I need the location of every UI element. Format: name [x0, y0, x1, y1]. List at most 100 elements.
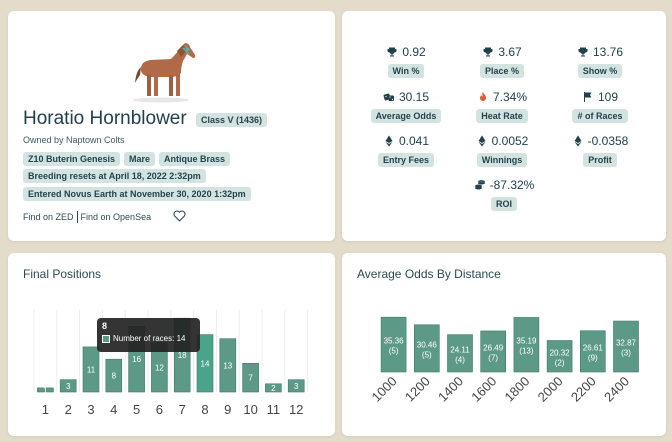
- odds-count-label: (2): [555, 358, 565, 367]
- odds-value-label: 35.36: [384, 337, 405, 346]
- odds-count-label: (13): [519, 347, 534, 356]
- stat-value: 0.0052: [491, 134, 529, 148]
- stat-entry-fees: 0.041 Entry Fees: [358, 133, 454, 168]
- odds-bar: [480, 330, 507, 373]
- position-bar: [242, 362, 259, 393]
- average-odds-title: Average Odds By Distance: [357, 267, 501, 281]
- marketplace-links: Find on ZED Find on OpenSea: [23, 211, 151, 223]
- stat-label: Entry Fees: [377, 153, 435, 167]
- horse-name: Horatio Hornblower: [23, 108, 187, 129]
- stat-label: Profit: [583, 153, 617, 167]
- stat-value: -87.32%: [489, 178, 535, 192]
- tooltip-title: 8: [102, 321, 108, 331]
- position-bar: [82, 346, 100, 393]
- bar-value-label: 11: [87, 365, 96, 374]
- distance-tick-label: 1200: [402, 374, 433, 405]
- bar-value-label: 18: [178, 351, 187, 360]
- owner-text: Owned by Naptown Colts: [23, 135, 125, 145]
- position-tick-label: 5: [133, 402, 140, 417]
- stat-label: Winnings: [476, 153, 528, 167]
- odds-bar: [579, 330, 606, 373]
- stat-value: -0.0358: [587, 134, 629, 148]
- position-tick-label: 10: [243, 402, 257, 417]
- ethereum-icon: [385, 135, 393, 147]
- odds-bar: [513, 317, 540, 373]
- stat-show: 13.76 Show %: [552, 44, 648, 79]
- stat-label: # of Races: [572, 109, 628, 123]
- flame-icon: [479, 92, 486, 101]
- gender-tag: Mare: [124, 152, 156, 166]
- position-tick-label: 2: [65, 402, 72, 417]
- stat-value: 13.76: [592, 45, 624, 59]
- stat-label: Heat Rate: [476, 109, 528, 123]
- distance-tick-label: 1000: [369, 374, 400, 405]
- position-bar: [196, 334, 214, 393]
- position-tick-label: 7: [179, 402, 186, 417]
- odds-value-label: 20.32: [550, 348, 571, 357]
- stat-label: Place %: [479, 64, 525, 78]
- odds-count-label: (7): [488, 353, 498, 362]
- bar-value-label: 3: [294, 382, 299, 391]
- stat-value: 0.92: [402, 45, 426, 59]
- class-badge: Class V (1436): [196, 113, 268, 127]
- stat-roi: -87.32% ROI: [456, 177, 552, 212]
- stat-label: Win %: [387, 64, 425, 78]
- odds-count-label: (4): [455, 355, 465, 364]
- trophy-icon: [387, 47, 397, 57]
- find-on-opensea-link[interactable]: Find on OpenSea: [80, 212, 152, 222]
- position-tick-label: 3: [87, 402, 94, 417]
- odds-count-label: (9): [588, 353, 598, 362]
- position-tick-label: 1: [42, 402, 49, 417]
- bar-value-label: 13: [223, 361, 232, 370]
- ethereum-icon: [478, 135, 486, 147]
- tooltip-label: Number of races: 14: [113, 334, 186, 343]
- trophy-icon: [578, 47, 588, 57]
- position-bar: [219, 338, 237, 393]
- odds-value-label: 30.46: [417, 340, 438, 349]
- distance-tick-label: 1400: [435, 374, 466, 405]
- final-positions-title: Final Positions: [23, 267, 102, 281]
- bloodline-tag: Z10 Buterin Genesis: [23, 152, 121, 166]
- stat-win: 0.92 Win %: [358, 44, 454, 79]
- heart-icon[interactable]: [173, 210, 186, 222]
- odds-count-label: (5): [422, 350, 432, 359]
- tooltip-swatch: [102, 334, 110, 343]
- find-on-zed-link[interactable]: Find on ZED: [23, 212, 74, 222]
- position-tick-label: 8: [201, 402, 208, 417]
- stat-place: 3.67 Place %: [454, 44, 550, 79]
- distance-tick-label: 2400: [601, 374, 632, 405]
- distance-tick-label: 1600: [468, 374, 499, 405]
- odds-count-label: (3): [621, 349, 631, 358]
- position-bar: [287, 379, 305, 393]
- ethereum-icon: [574, 135, 582, 147]
- stat-label: Average Odds: [370, 109, 442, 123]
- odds-bar: [546, 340, 573, 373]
- link-divider: [76, 211, 78, 223]
- position-tick-label: 6: [156, 402, 163, 417]
- distance-tick-label: 1800: [501, 374, 532, 405]
- entered-tag: Entered Novus Earth at November 30, 2020…: [23, 187, 251, 201]
- position-bar: [37, 387, 54, 393]
- odds-bar: [413, 324, 440, 373]
- odds-value-label: 24.11: [450, 345, 470, 354]
- position-tick-label: 12: [289, 402, 303, 417]
- bar-value-label: 3: [66, 382, 71, 391]
- flag-icon: [583, 92, 592, 102]
- coat-tag: Antique Brass: [159, 152, 231, 166]
- coins-icon: [474, 180, 485, 190]
- stat-value: 7.34%: [492, 90, 528, 104]
- position-bar: [265, 383, 282, 393]
- attribute-tags: Z10 Buterin Genesis Mare Antique Brass: [23, 152, 231, 166]
- odds-bar: [613, 320, 639, 373]
- stat-profit: -0.0358 Profit: [552, 133, 648, 168]
- odds-count-label: (5): [389, 347, 399, 356]
- chart-tooltip: 8 Number of races: 14: [97, 318, 200, 352]
- bar-value-label: 1: [43, 386, 48, 395]
- bar-value-label: 16: [132, 355, 141, 364]
- position-tick-label: 4: [110, 402, 117, 417]
- odds-value-label: 35.19: [516, 337, 537, 346]
- odds-value-label: 32.87: [616, 339, 637, 348]
- odds-value-label: 26.61: [583, 343, 604, 352]
- odds-bar: [447, 334, 473, 373]
